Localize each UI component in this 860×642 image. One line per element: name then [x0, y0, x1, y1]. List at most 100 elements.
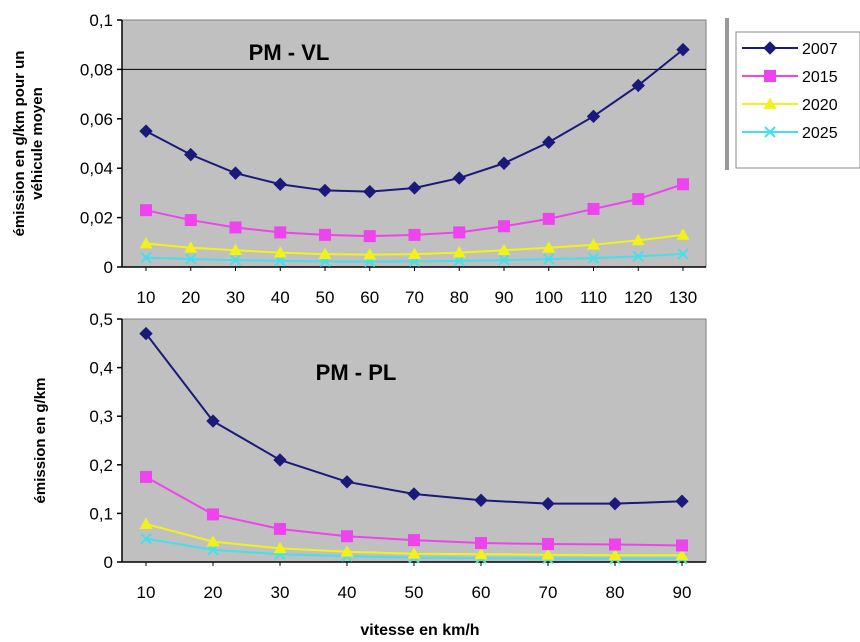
- y-tick-label: 0: [104, 553, 113, 572]
- y-tick-label: 0,3: [89, 407, 113, 426]
- legend-entry-2015: 2015: [742, 69, 838, 86]
- x-tick-label: 90: [495, 288, 514, 307]
- point-2015: [408, 228, 421, 241]
- point-2007: [675, 494, 689, 508]
- point-2007: [363, 184, 377, 199]
- y-tick-label: 0,4: [89, 359, 113, 378]
- series-2020: [139, 228, 690, 260]
- point-2015: [363, 230, 376, 243]
- point-2015: [274, 226, 287, 239]
- point-2007: [139, 124, 153, 138]
- point-2007: [541, 496, 555, 511]
- plot-area: [121, 318, 707, 563]
- point-2015: [184, 214, 197, 227]
- series-2015: [140, 470, 688, 552]
- point-2007: [407, 181, 422, 195]
- point-2015: [319, 228, 331, 241]
- point-2025: [140, 251, 152, 264]
- legend-label: 2015: [802, 69, 838, 86]
- point-2015: [140, 470, 152, 483]
- point-2025: [498, 254, 510, 266]
- point-2007: [452, 171, 466, 185]
- y-tick-label: 0,1: [89, 504, 113, 523]
- x-tick-label: 40: [338, 583, 357, 602]
- point-2015: [677, 178, 689, 191]
- point-2015: [229, 221, 242, 234]
- x-axis-label: vitesse en km/h: [360, 622, 479, 639]
- point-2020: [318, 247, 332, 260]
- legend-entry-2025: 2025: [742, 125, 838, 142]
- point-2020: [273, 541, 287, 554]
- point-2007: [273, 453, 287, 467]
- point-2007: [228, 166, 243, 180]
- point-2007: [184, 147, 198, 162]
- plot-area: [121, 19, 707, 268]
- point-2020: [587, 238, 600, 250]
- point-2025: [632, 250, 644, 263]
- point-2020: [363, 248, 377, 260]
- point-2020: [497, 243, 511, 256]
- point-2007: [206, 414, 220, 428]
- point-2007: [407, 487, 421, 501]
- point-2015: [140, 204, 152, 217]
- x-tick-label: 80: [606, 583, 625, 602]
- series-2007: [139, 42, 690, 199]
- point-2007: [497, 156, 511, 170]
- y-tick-label: 0,5: [89, 310, 113, 329]
- x-tick-label: 10: [137, 583, 156, 602]
- point-2025: [229, 254, 242, 266]
- legend: 2007 2015 2020 2025: [725, 18, 860, 170]
- x-tick-label: 100: [535, 288, 563, 307]
- point-2007: [139, 326, 153, 341]
- point-2025: [543, 253, 555, 265]
- y-axis-label: émission en g/km pour un: [11, 51, 28, 237]
- legend-marker: [764, 70, 776, 82]
- series-2025: [140, 248, 689, 268]
- point-2015: [542, 212, 555, 225]
- x-tick-label: 50: [316, 288, 335, 307]
- point-2020: [139, 237, 153, 249]
- point-2007: [631, 78, 645, 93]
- x-tick-label: 110: [580, 288, 607, 307]
- series-2020: [139, 517, 689, 561]
- x-tick-label: 30: [226, 288, 245, 307]
- y-tick-label: 0,02: [80, 209, 113, 228]
- x-tick-label: 30: [271, 583, 290, 602]
- point-2015: [475, 537, 487, 550]
- point-2015: [453, 226, 466, 239]
- legend-marker: [763, 41, 777, 55]
- point-2007: [318, 183, 332, 198]
- x-tick-label: 10: [137, 288, 156, 307]
- x-tick-label: 60: [360, 288, 379, 307]
- point-2020: [631, 233, 645, 246]
- point-2020: [474, 547, 488, 560]
- point-2020: [452, 246, 466, 258]
- legend-label: 2025: [802, 125, 838, 142]
- legend-marker: [764, 126, 776, 138]
- point-2020: [541, 548, 555, 560]
- x-tick-label: 130: [669, 288, 697, 307]
- point-2015: [542, 538, 554, 551]
- point-2020: [206, 535, 220, 547]
- y-tick-label: 0,2: [89, 456, 113, 475]
- point-2007: [273, 177, 287, 191]
- point-2020: [542, 241, 556, 253]
- chart-pm-vl: 0 0,02 0,04 0,06 0,08 0,1 10 20 30 40 50 60 70 80 90 10…: [11, 11, 707, 307]
- chart-title: PM - PL: [316, 360, 397, 385]
- point-2020: [139, 517, 153, 529]
- point-2015: [587, 202, 600, 215]
- series-2015: [140, 178, 689, 243]
- point-2015: [274, 522, 286, 535]
- series-2007: [139, 326, 689, 511]
- x-tick-label: 70: [405, 288, 424, 307]
- point-2020: [676, 228, 690, 240]
- legend-entry-2007: 2007: [742, 41, 838, 58]
- x-tick-label: 50: [405, 583, 424, 602]
- point-2020: [608, 548, 622, 561]
- y-axis-label: véhicule moyen: [29, 87, 46, 200]
- point-2015: [341, 530, 353, 543]
- x-tick-label: 40: [271, 288, 290, 307]
- y-tick-label: 0,04: [80, 159, 113, 178]
- y-tick-label: 0,1: [89, 11, 113, 30]
